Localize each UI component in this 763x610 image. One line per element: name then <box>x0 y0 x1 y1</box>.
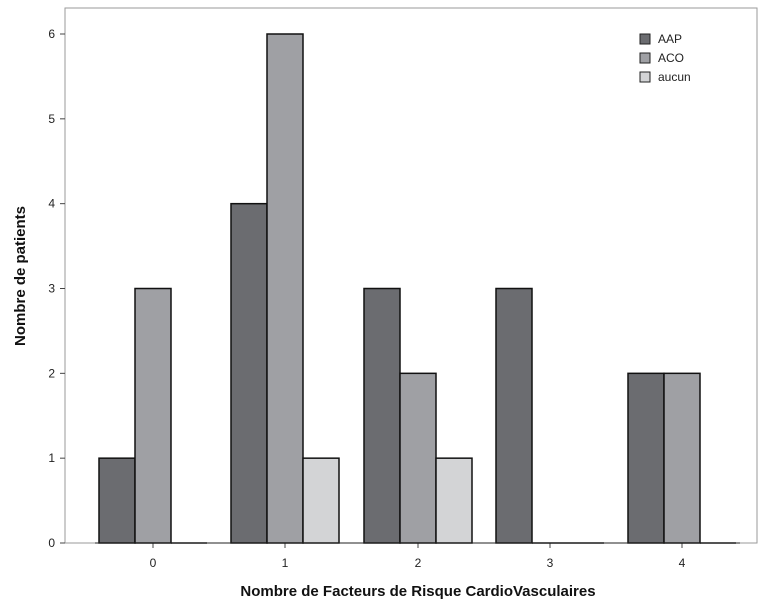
legend-swatch-aucun <box>639 71 651 83</box>
bar-AAP-0 <box>98 457 136 544</box>
legend-label-AAP: AAP <box>658 32 682 46</box>
bar-ACO-1 <box>266 33 304 544</box>
x-tick-label: 4 <box>679 556 686 570</box>
x-tick-label: 0 <box>150 556 157 570</box>
y-tick-label: 6 <box>48 27 55 41</box>
y-axis-title: Nombre de patients <box>12 206 29 346</box>
legend: AAP ACO aucun <box>639 32 691 84</box>
y-axis: 0 1 2 3 4 5 6 <box>48 27 65 550</box>
bar-aucun-2 <box>435 457 473 544</box>
bar-ACO-2 <box>399 372 437 544</box>
bar-aucun-1 <box>302 457 340 544</box>
legend-swatch-AAP <box>639 33 651 45</box>
legend-label-aucun: aucun <box>658 70 691 84</box>
bar-AAP-1 <box>230 202 268 544</box>
y-tick-label: 2 <box>48 366 55 380</box>
bar-AAP-3 <box>495 287 533 544</box>
x-tick-label: 1 <box>282 556 289 570</box>
y-tick-label: 1 <box>48 451 55 465</box>
x-tick-label: 2 <box>415 556 422 570</box>
y-tick-label: 5 <box>48 112 55 126</box>
bar-AAP-4 <box>627 372 665 544</box>
y-tick-label: 3 <box>48 282 55 296</box>
bars <box>95 33 740 544</box>
x-axis-title: Nombre de Facteurs de Risque CardioVascu… <box>240 583 595 600</box>
y-tick-label: 0 <box>48 536 55 550</box>
x-tick-label: 3 <box>547 556 554 570</box>
y-tick-label: 4 <box>48 197 55 211</box>
bar-ACO-0 <box>134 287 172 544</box>
legend-label-ACO: ACO <box>658 51 684 65</box>
legend-swatch-ACO <box>639 52 651 64</box>
bar-AAP-2 <box>363 287 401 544</box>
x-axis: 0 1 2 3 4 <box>150 543 686 570</box>
bar-ACO-4 <box>663 372 701 544</box>
